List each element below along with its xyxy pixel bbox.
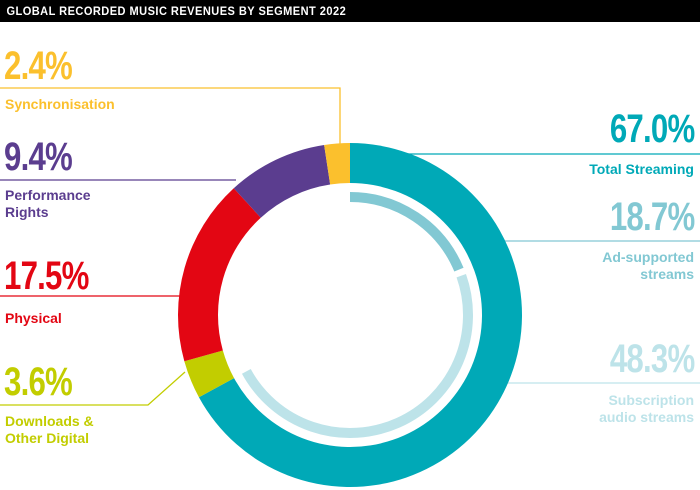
total-streaming-percent: 67.0%: [609, 107, 694, 151]
donut-ring: [178, 143, 522, 487]
slice-synchronisation: [324, 143, 350, 185]
performance-rights-label-line1: Performance: [5, 187, 91, 203]
streaming-breakdown-arcs: [241, 192, 473, 438]
arc-subscription-audio-streams: [241, 274, 473, 438]
total-streaming-label: Total Streaming: [589, 161, 694, 177]
downloads-percent: 3.6%: [4, 360, 73, 404]
performance-rights-percent: 9.4%: [4, 135, 73, 179]
slice-physical: [178, 188, 261, 362]
donut-hole: [218, 183, 482, 447]
downloads-label-line2: Other Digital: [5, 430, 90, 446]
chart-title: GLOBAL RECORDED MUSIC REVENUES BY SEGMEN…: [6, 4, 347, 18]
performance-rights-label-line2: Rights: [5, 204, 49, 220]
arc-ad-supported-streams: [349, 192, 464, 272]
ad-supported-percent: 18.7%: [609, 195, 694, 239]
slice-downloads-and-other-digital: [184, 350, 235, 398]
synchronisation-percent: 2.4%: [4, 44, 73, 88]
synchronisation-label: Synchronisation: [5, 96, 115, 112]
ad-supported-label-line2: streams: [640, 266, 694, 282]
chart-title-bar: GLOBAL RECORDED MUSIC REVENUES BY SEGMEN…: [0, 0, 700, 22]
physical-percent: 17.5%: [4, 254, 89, 298]
ad-supported-label-line1: Ad-supported: [602, 249, 694, 265]
subscription-label-line2: audio streams: [599, 409, 694, 425]
subscription-percent: 48.3%: [609, 337, 694, 381]
physical-label: Physical: [5, 310, 62, 326]
leader-line-synchronisation: [0, 87, 341, 150]
downloads-label-line1: Downloads &: [5, 413, 94, 429]
slice-performance-rights: [233, 144, 331, 218]
leader-line-downloads: [0, 371, 186, 406]
subscription-label-line1: Subscription: [608, 392, 694, 408]
